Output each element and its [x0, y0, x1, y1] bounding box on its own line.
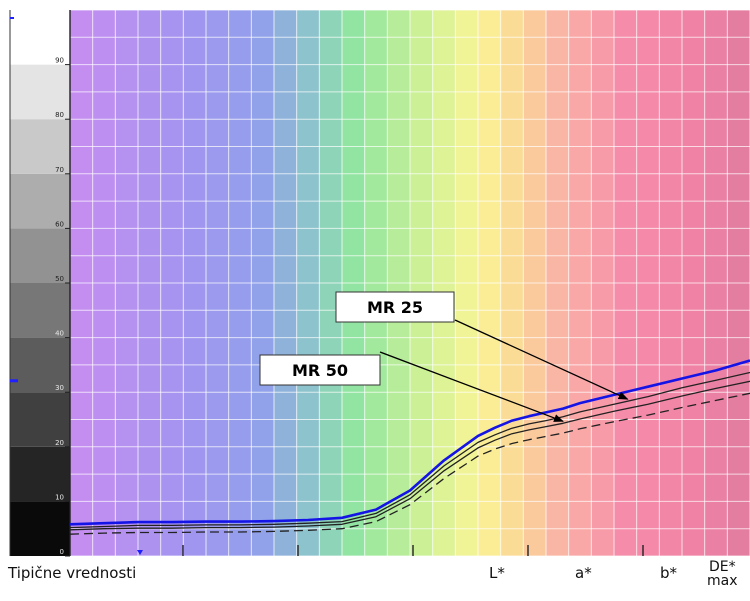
- gray-scale-cell: [10, 501, 70, 556]
- series-line-2: [69, 371, 750, 529]
- gray-scale-bar: [9, 10, 71, 556]
- gray-scale-cell: [10, 283, 70, 338]
- y-tick-label: 20: [55, 439, 64, 447]
- bottom-label-de: DE* max: [707, 560, 738, 588]
- annotation-box: [259, 354, 381, 386]
- axis-marks: [137, 545, 644, 556]
- y-tick-label: 30: [55, 384, 64, 392]
- y-tick-label: 60: [55, 220, 64, 228]
- y-tick-label: 70: [55, 166, 64, 174]
- bottom-band: [0, 556, 750, 601]
- gray-scale-cell: [10, 392, 70, 447]
- y-tick-label: 40: [55, 330, 64, 338]
- axis-marker-triangle: [137, 550, 143, 555]
- gray-scale-cell: [10, 64, 70, 120]
- gray-scale-cell: [10, 228, 70, 283]
- y-tick-label: 50: [55, 275, 64, 283]
- gray-scale-cell: [10, 446, 70, 502]
- series-line-4: [69, 392, 750, 535]
- y-axis-ticks: 0 10 20 30 40 50 60 70 80 90: [55, 57, 70, 557]
- bottom-label-line: max: [707, 573, 738, 589]
- gray-scale-cell: [10, 337, 70, 393]
- bottom-label-b: b*: [660, 564, 678, 582]
- gray-scale-cell: [10, 10, 70, 65]
- annotation-label: MR 50: [292, 361, 348, 380]
- y-tick-label: 90: [55, 57, 64, 65]
- annotation-label: MR 25: [367, 298, 423, 317]
- annotation-arrow: [379, 351, 564, 422]
- bottom-label-typical: Tipične vrednosti: [8, 564, 137, 582]
- y-tick-label: 0: [60, 548, 64, 556]
- grid: [69, 9, 750, 557]
- annotation-arrow: [454, 319, 629, 400]
- gray-scale-cell: [10, 173, 70, 229]
- series-line-3: [69, 380, 750, 531]
- y-tick-label: 10: [55, 493, 64, 501]
- annotations: MR 25 MR 50: [259, 291, 629, 422]
- bottom-label-line: DE*: [708, 559, 736, 575]
- gray-scale-cell: [10, 119, 70, 174]
- bottom-label-l: L*: [489, 564, 505, 582]
- bottom-label-a: a*: [575, 564, 592, 582]
- annotation-box: [335, 291, 455, 323]
- scale-marker: [10, 379, 18, 383]
- y-tick-label: 80: [55, 111, 64, 119]
